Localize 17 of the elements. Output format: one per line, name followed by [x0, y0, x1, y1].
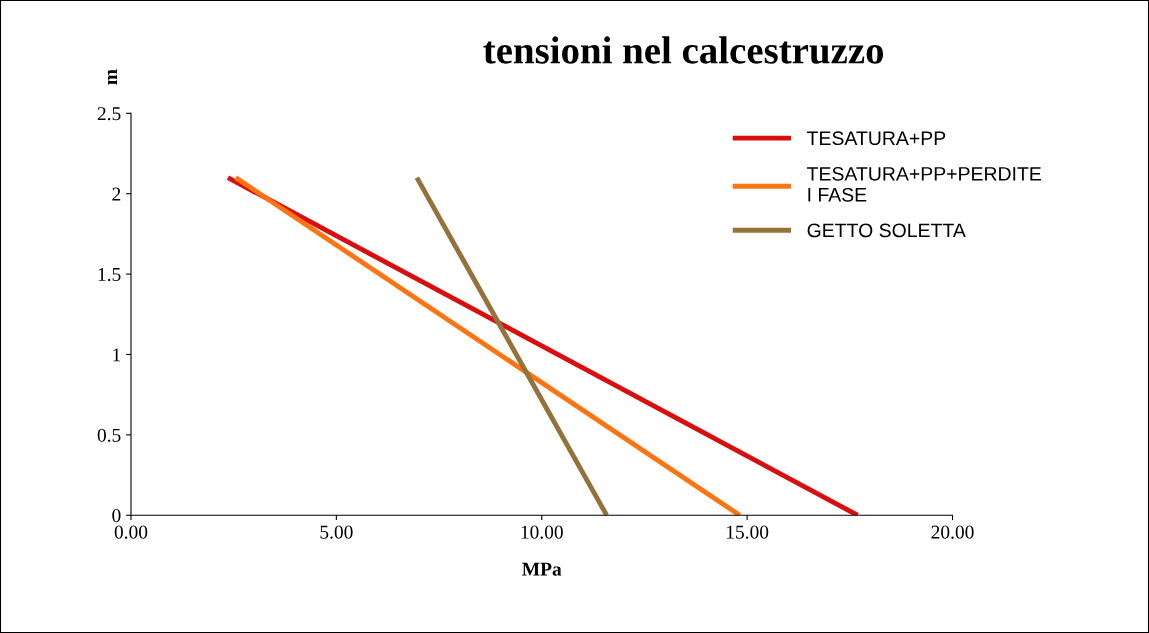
legend-label: GETTO SOLETTA [807, 223, 966, 238]
x-axis-title: MPa [522, 562, 562, 576]
chart-title: tensioni nel calcestruzzo [483, 36, 884, 64]
y-tick-label: 1 [113, 348, 121, 362]
y-tick-label: 2 [112, 187, 121, 201]
y-axis-title: m [107, 69, 117, 85]
x-tick-label: 10.00 [521, 525, 563, 539]
x-tick-label: 20.00 [931, 525, 974, 539]
legend-label: TESATURA+PP+PERDITE I FASE [807, 166, 1041, 202]
x-tick-label: 15.00 [726, 525, 769, 539]
legend-label: TESATURA+PP [807, 131, 946, 146]
y-tick-label: 0 [112, 509, 121, 523]
x-tick-label: 0.00 [114, 525, 148, 539]
y-tick-label: 1.5 [98, 268, 121, 282]
x-tick-label: 5.00 [320, 525, 353, 539]
y-tick-label: 2.5 [97, 107, 121, 121]
y-tick-label: 0.5 [97, 428, 121, 442]
